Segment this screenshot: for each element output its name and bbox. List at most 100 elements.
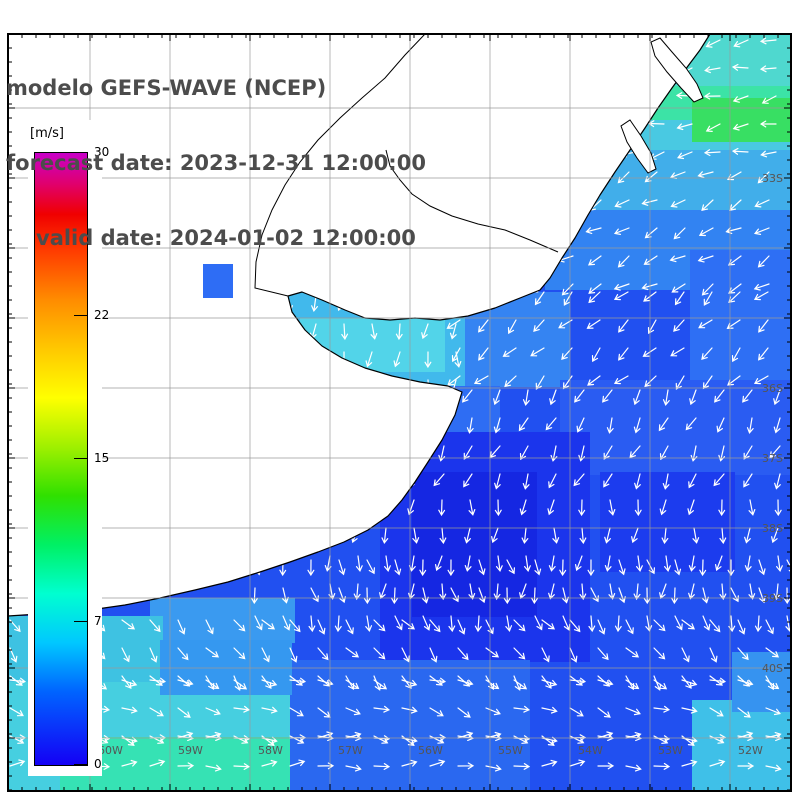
wind-arrow xyxy=(603,445,613,460)
wind-arrow xyxy=(765,619,774,635)
wind-arrow xyxy=(634,499,642,517)
wind-arrow xyxy=(674,559,682,576)
lagoon-outline xyxy=(650,37,704,103)
wind-arrow xyxy=(341,323,349,341)
wind-arrow xyxy=(742,389,753,403)
wind-arrow xyxy=(646,559,655,575)
wind-arrow xyxy=(603,473,613,488)
wind-arrow xyxy=(384,555,391,572)
wind-arrow xyxy=(513,705,531,713)
wind-arrow xyxy=(478,347,489,361)
wind-arrow xyxy=(289,707,304,717)
wind-arrow xyxy=(448,615,456,633)
wind-arrow xyxy=(541,706,558,714)
colorbar-unit-label: [m/s] xyxy=(30,126,64,141)
wind-arrow xyxy=(614,615,622,633)
wind-arrow xyxy=(474,615,482,633)
wind-arrow xyxy=(457,647,469,661)
wind-arrow xyxy=(726,319,741,329)
wind-arrow xyxy=(513,619,526,632)
colorbar-tick-22: 22 xyxy=(94,308,110,323)
wind-arrow xyxy=(719,583,727,601)
wind-arrow xyxy=(454,351,462,368)
wave-field-patch xyxy=(690,250,791,380)
wind-arrow xyxy=(587,559,595,577)
wind-arrow xyxy=(748,583,756,600)
wind-arrow xyxy=(719,527,727,545)
wind-arrow xyxy=(743,445,753,460)
wind-arrow xyxy=(625,732,642,739)
wind-arrow xyxy=(485,647,500,658)
wind-arrow xyxy=(562,587,569,604)
wind-arrow xyxy=(485,679,500,690)
wind-arrow xyxy=(644,227,658,239)
longitude-label: 55W xyxy=(498,744,523,757)
wind-arrow xyxy=(462,389,473,403)
wind-arrow xyxy=(457,679,474,687)
wind-arrow xyxy=(513,647,526,660)
wind-arrow xyxy=(503,587,511,605)
wind-arrow xyxy=(688,583,695,600)
wind-arrow xyxy=(713,473,725,487)
wind-arrow xyxy=(363,587,371,605)
wind-arrow xyxy=(338,587,346,604)
wind-arrow xyxy=(765,764,782,772)
wind-arrow xyxy=(334,615,342,633)
wind-arrow xyxy=(653,679,668,690)
latitude-label: 39S xyxy=(762,592,783,605)
wind-arrow xyxy=(578,499,586,517)
wind-arrow xyxy=(464,527,471,544)
wind-arrow xyxy=(412,527,420,544)
wind-arrow xyxy=(613,375,629,385)
wind-arrow xyxy=(149,647,158,663)
wind-arrow xyxy=(769,445,781,459)
wind-arrow xyxy=(587,255,602,266)
wind-arrow xyxy=(754,615,762,633)
wind-arrow xyxy=(653,762,671,770)
wind-arrow xyxy=(457,707,471,718)
wind-arrow xyxy=(524,555,531,572)
wind-arrow xyxy=(753,283,770,291)
wind-arrow xyxy=(689,389,697,406)
wind-arrow xyxy=(703,92,721,100)
wind-arrow xyxy=(569,707,584,717)
latitude-label: 33S xyxy=(762,172,783,185)
wind-arrow xyxy=(547,499,555,516)
wind-arrow xyxy=(705,123,721,132)
wind-arrow xyxy=(699,559,707,577)
wind-arrow xyxy=(671,587,678,605)
wind-arrow xyxy=(463,473,473,488)
wind-arrow xyxy=(613,227,630,235)
wind-arrow xyxy=(435,555,443,572)
wind-arrow xyxy=(645,615,653,632)
wind-arrow xyxy=(317,619,326,635)
wind-arrow xyxy=(485,764,502,772)
wind-arrow xyxy=(606,417,614,434)
wind-arrow xyxy=(643,587,651,605)
wind-arrow xyxy=(401,619,416,630)
wind-arrow xyxy=(625,647,640,658)
colorbar-tick-30: 30 xyxy=(94,145,110,159)
wind-arrow xyxy=(737,647,749,661)
wind-arrow xyxy=(541,735,555,746)
wind-arrow xyxy=(681,647,690,663)
wind-arrow xyxy=(421,323,429,340)
wind-arrow xyxy=(783,587,791,605)
wind-arrow xyxy=(702,615,711,631)
wind-arrow xyxy=(261,759,278,767)
wind-arrow xyxy=(613,291,629,301)
wind-arrow xyxy=(631,527,639,544)
wind-arrow xyxy=(746,417,754,434)
wind-arrow xyxy=(355,555,363,573)
wind-arrow xyxy=(743,473,753,488)
wind-arrow xyxy=(534,559,542,576)
wind-arrow xyxy=(697,255,714,263)
wind-arrow xyxy=(531,587,538,605)
wind-arrow xyxy=(493,417,501,434)
wind-arrow xyxy=(534,615,543,631)
wind-arrow xyxy=(177,679,194,687)
wind-arrow xyxy=(289,647,298,663)
wind-arrow xyxy=(9,707,24,717)
wind-arrow xyxy=(233,647,246,660)
wind-arrow xyxy=(468,499,476,516)
